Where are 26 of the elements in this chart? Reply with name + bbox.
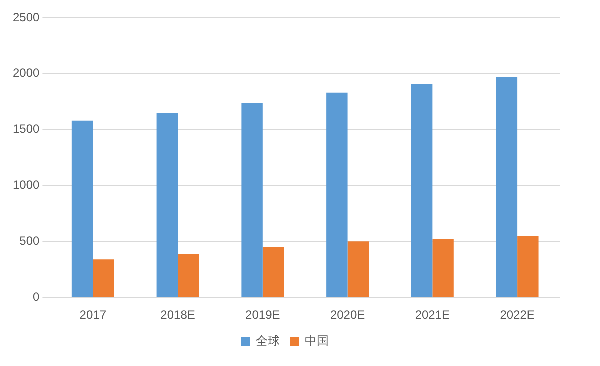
bar xyxy=(432,239,454,298)
bar xyxy=(93,260,114,298)
bar xyxy=(326,92,348,298)
bar xyxy=(72,120,94,298)
bar xyxy=(178,254,200,298)
bar xyxy=(262,247,284,298)
y-tick-label: 0 xyxy=(33,290,40,304)
y-tick-label: 2000 xyxy=(12,66,40,80)
x-tick-label: 2019E xyxy=(246,308,280,322)
x-tick-label: 2022E xyxy=(500,308,535,322)
legend-label: 中国 xyxy=(305,334,329,348)
x-tick-label: 2021E xyxy=(415,308,450,322)
x-tick-label: 2018E xyxy=(160,308,196,322)
bar xyxy=(518,236,539,298)
bar xyxy=(242,103,263,298)
legend-label: 全球 xyxy=(256,334,280,348)
x-tick-label: 2020E xyxy=(330,308,366,322)
bar xyxy=(348,242,370,298)
bar xyxy=(156,113,178,298)
y-tick-label: 2500 xyxy=(12,10,40,24)
y-tick-label: 1500 xyxy=(12,122,40,136)
bar xyxy=(496,77,518,298)
x-tick-label: 2017 xyxy=(80,308,107,322)
y-tick-label: 1000 xyxy=(12,178,40,192)
y-tick-label: 500 xyxy=(20,234,40,248)
bar xyxy=(411,84,433,298)
